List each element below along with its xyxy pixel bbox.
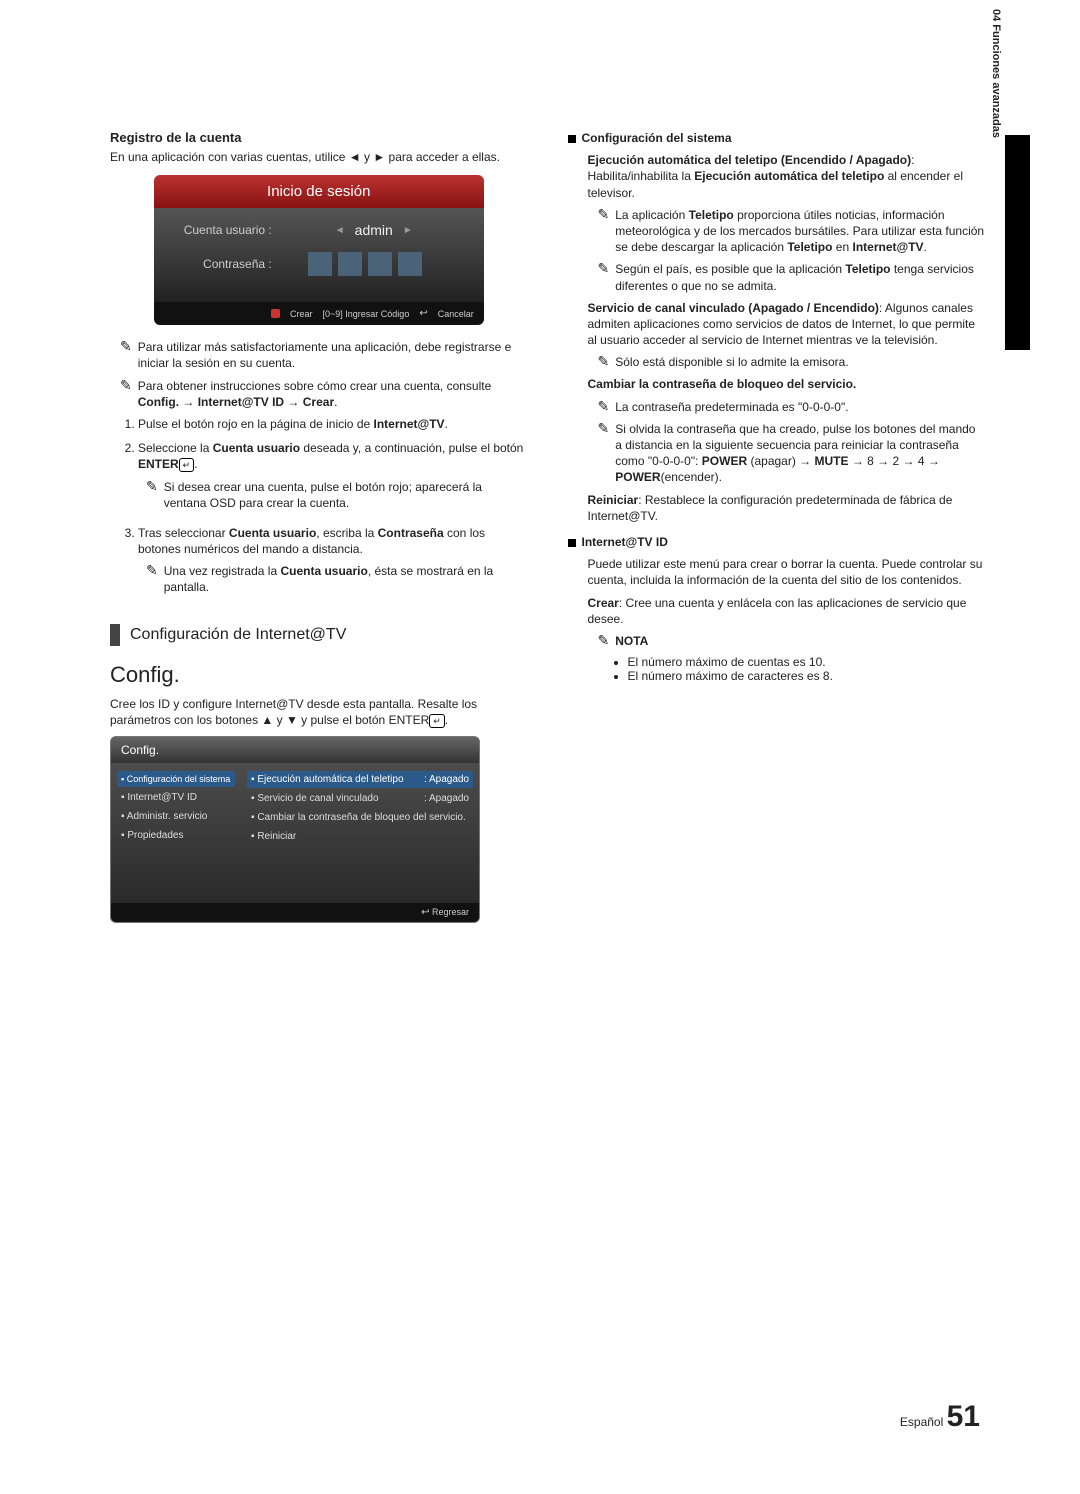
arrow-left-icon[interactable]: ◄ <box>335 225 345 236</box>
section-bar: Configuración de Internet@TV <box>110 624 528 646</box>
id-text: Puede utilizar este menú para crear o bo… <box>588 556 986 588</box>
enter-icon: ↵ <box>179 458 195 472</box>
note-icon: ✎ <box>120 378 132 392</box>
enter-icon: ↵ <box>429 714 445 728</box>
config-panel-title: Config. <box>111 737 479 763</box>
login-foot-create[interactable]: Crear <box>290 309 313 319</box>
config-main: ▪ Ejecución automática del teletipo: Apa… <box>241 763 479 903</box>
channel-service: Servicio de canal vinculado (Apagado / E… <box>588 300 986 349</box>
login-user-row: Cuenta usuario : ◄ admin ► <box>172 222 466 238</box>
step-1: Pulse el botón rojo en la página de inic… <box>138 416 528 432</box>
config-row-channel[interactable]: ▪ Servicio de canal vinculado: Apagado <box>247 790 473 807</box>
heading-registro: Registro de la cuenta <box>110 130 528 145</box>
nota-label: NOTA <box>615 633 648 649</box>
login-user-label: Cuenta usuario : <box>172 223 282 237</box>
note-icon: ✎ <box>146 563 158 577</box>
note-icon: ✎ <box>598 399 610 413</box>
login-pass-label: Contraseña : <box>172 257 282 271</box>
note-icon: ✎ <box>146 479 158 493</box>
pass-note-1: La contraseña predeterminada es "0-0-0-0… <box>615 399 848 415</box>
config-row-password[interactable]: ▪ Cambiar la contraseña de bloqueo del s… <box>247 809 473 826</box>
note-1: Para utilizar más satisfactoriamente una… <box>138 339 528 371</box>
note-icon: ✎ <box>120 339 132 353</box>
sidebar-item-id[interactable]: ▪ Internet@TV ID <box>117 789 235 806</box>
step3-sub: Una vez registrada la Cuenta usuario, és… <box>164 563 528 595</box>
reset-text: Reiniciar: Restablece la configuración p… <box>588 492 986 524</box>
password-dots[interactable] <box>308 252 422 276</box>
arrow-right-icon[interactable]: ► <box>403 225 413 236</box>
steps-list: Pulse el botón rojo en la página de inic… <box>110 416 528 602</box>
sidebar-item-admin[interactable]: ▪ Administr. servicio <box>117 808 235 825</box>
step2-sub: Si desea crear una cuenta, pulse el botó… <box>164 479 528 511</box>
login-pass-row: Contraseña : <box>172 252 466 276</box>
sidebar-item-props[interactable]: ▪ Propiedades <box>117 827 235 844</box>
return-icon: ↩ <box>421 907 429 918</box>
login-foot-code: [0~9] Ingresar Código <box>323 309 410 319</box>
login-foot-cancel[interactable]: Cancelar <box>438 309 474 319</box>
note-icon: ✎ <box>598 421 610 435</box>
config-panel: Config. ▪ Configuración del sistema ▪ In… <box>110 736 480 923</box>
return-icon: ↩ <box>419 308 427 319</box>
sys-note-1: La aplicación Teletipo proporciona útile… <box>615 207 985 256</box>
note-icon: ✎ <box>598 207 610 221</box>
login-dialog: Inicio de sesión Cuenta usuario : ◄ admi… <box>154 175 484 325</box>
channel-note: Sólo está disponible si lo admite la emi… <box>615 354 848 370</box>
nota-2: El número máximo de caracteres es 8. <box>628 669 986 683</box>
page-footer: Español 51 <box>900 1400 980 1434</box>
step-3: Tras seleccionar Cuenta usuario, escriba… <box>138 525 528 602</box>
note-icon: ✎ <box>598 261 610 275</box>
left-column: Registro de la cuenta En una aplicación … <box>110 130 528 923</box>
config-text: Cree los ID y configure Internet@TV desd… <box>110 696 528 728</box>
auto-teletipo: Ejecución automática del teletipo (Encen… <box>588 152 986 201</box>
config-row-teletipo[interactable]: ▪ Ejecución automática del teletipo: Apa… <box>247 771 473 788</box>
login-title: Inicio de sesión <box>154 175 484 208</box>
sidebar-item-system[interactable]: ▪ Configuración del sistema <box>117 771 235 787</box>
change-password-h: Cambiar la contraseña de bloqueo del ser… <box>588 376 986 392</box>
heading-config: Config. <box>110 662 528 688</box>
note-icon: ✎ <box>598 354 610 368</box>
pass-note-2: Si olvida la contraseña que ha creado, p… <box>615 421 985 486</box>
footer-page: 51 <box>947 1400 980 1433</box>
red-button-icon <box>271 309 280 318</box>
heading-sistema: Configuración del sistema <box>568 130 986 146</box>
side-tab <box>1005 135 1030 350</box>
config-sidebar: ▪ Configuración del sistema ▪ Internet@T… <box>111 763 241 903</box>
registro-text: En una aplicación con varias cuentas, ut… <box>110 149 528 165</box>
id-crear: Crear: Cree una cuenta y enlácela con la… <box>588 595 986 627</box>
side-tab-label: 04 Funciones avanzadas <box>990 9 1002 138</box>
note-icon: ✎ <box>598 633 610 647</box>
note-2: Para obtener instrucciones sobre cómo cr… <box>138 378 528 410</box>
step-2: Seleccione la Cuenta usuario deseada y, … <box>138 440 528 517</box>
config-foot-return[interactable]: Regresar <box>432 907 469 917</box>
nota-1: El número máximo de cuentas es 10. <box>628 655 986 669</box>
config-row-reset[interactable]: ▪ Reiniciar <box>247 828 473 845</box>
footer-lang: Español <box>900 1415 943 1429</box>
right-column: Configuración del sistema Ejecución auto… <box>568 130 986 923</box>
section-title: Configuración de Internet@TV <box>130 626 346 644</box>
login-user-value: admin <box>355 222 393 238</box>
sys-note-2: Según el país, es posible que la aplicac… <box>615 261 985 293</box>
heading-internet-id: Internet@TV ID <box>568 534 986 550</box>
